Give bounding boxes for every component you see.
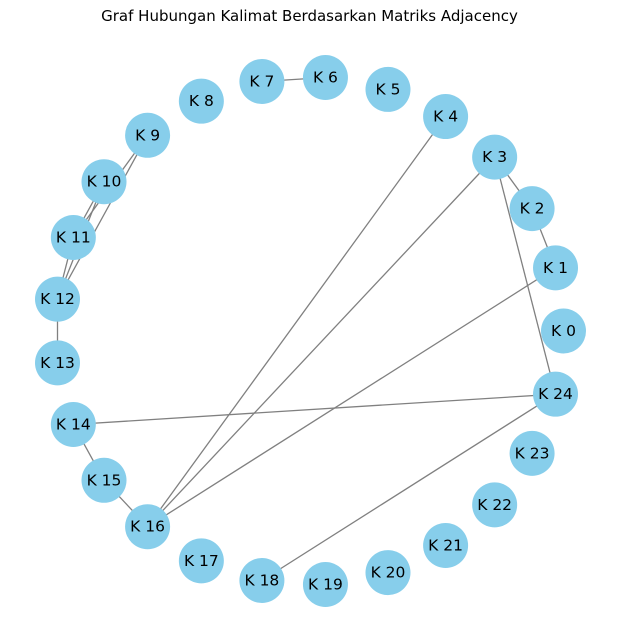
node-circle-10 (81, 159, 127, 205)
node-circle-0 (541, 308, 586, 354)
node-circle-13 (35, 340, 81, 386)
node-label-6: K 6 (313, 69, 338, 87)
node-14: K 14 (50, 402, 96, 448)
node-21: K 21 (423, 522, 469, 568)
node-10: K 10 (81, 159, 127, 205)
node-label-3: K 3 (482, 148, 507, 166)
node-16: K 16 (125, 504, 171, 550)
node-circle-22 (472, 482, 518, 528)
node-circle-11 (50, 214, 96, 260)
node-3: K 3 (472, 134, 518, 180)
node-circle-2 (509, 186, 555, 232)
node-22: K 22 (472, 482, 518, 528)
node-label-7: K 7 (249, 72, 274, 90)
node-label-12: K 12 (40, 290, 75, 308)
node-circle-21 (423, 522, 469, 568)
node-circle-9 (125, 112, 171, 158)
graph-title: Graf Hubungan Kalimat Berdasarkan Matrik… (101, 7, 518, 25)
node-circle-6 (302, 55, 348, 101)
node-circle-23 (509, 430, 555, 476)
node-circle-5 (365, 66, 411, 112)
node-label-14: K 14 (56, 416, 91, 434)
node-label-0: K 0 (551, 322, 576, 340)
edge-18-24 (261, 393, 556, 582)
node-1: K 1 (533, 245, 579, 291)
node-0: K 0 (541, 308, 586, 354)
node-13: K 13 (35, 340, 81, 386)
node-label-21: K 21 (428, 536, 463, 554)
node-circle-3 (472, 134, 518, 180)
node-2: K 2 (509, 186, 555, 232)
node-label-13: K 13 (40, 354, 75, 372)
node-circle-4 (423, 94, 469, 140)
edge-3-24 (494, 156, 557, 395)
node-circle-15 (81, 457, 127, 503)
node-label-11: K 11 (56, 228, 91, 246)
edge-3-16 (147, 156, 496, 528)
node-label-9: K 9 (135, 126, 160, 144)
nodes-layer: K 0 K 1 K 2 K 3 K 4 K 5 K 6 K 7 K 8 K 9 K 10 K 11 K … (35, 55, 586, 607)
edge-9-12 (56, 134, 149, 300)
node-15: K 15 (81, 457, 127, 503)
node-label-24: K 24 (538, 385, 573, 403)
node-circle-1 (533, 245, 579, 291)
node-label-20: K 20 (371, 564, 406, 582)
node-4: K 4 (423, 94, 469, 140)
node-6: K 6 (302, 55, 348, 101)
node-circle-8 (178, 78, 224, 124)
node-circle-16 (125, 504, 171, 550)
node-circle-14 (50, 402, 96, 448)
node-label-18: K 18 (244, 572, 279, 590)
node-circle-24 (533, 371, 579, 417)
node-label-23: K 23 (515, 444, 550, 462)
node-label-10: K 10 (87, 173, 122, 191)
node-circle-12 (35, 276, 81, 322)
node-label-8: K 8 (189, 92, 214, 110)
node-24: K 24 (533, 371, 579, 417)
node-label-16: K 16 (130, 518, 165, 536)
node-label-5: K 5 (376, 80, 401, 98)
node-label-2: K 2 (520, 200, 545, 218)
node-5: K 5 (365, 66, 411, 112)
node-23: K 23 (509, 430, 555, 476)
node-label-15: K 15 (87, 471, 122, 489)
node-label-17: K 17 (184, 552, 219, 570)
edge-4-16 (147, 116, 447, 528)
node-circle-18 (239, 558, 285, 604)
node-12: K 12 (35, 276, 81, 322)
node-17: K 17 (178, 538, 224, 584)
node-11: K 11 (50, 214, 96, 260)
node-label-22: K 22 (477, 496, 512, 514)
node-circle-7 (239, 58, 285, 104)
node-19: K 19 (302, 561, 348, 607)
node-circle-19 (302, 561, 348, 607)
node-label-4: K 4 (433, 108, 458, 126)
node-7: K 7 (239, 58, 285, 104)
node-label-19: K 19 (308, 575, 343, 593)
edge-1-16 (147, 267, 556, 528)
node-9: K 9 (125, 112, 171, 158)
node-label-1: K 1 (543, 259, 568, 277)
edge-14-24 (73, 393, 556, 426)
node-20: K 20 (365, 550, 411, 596)
node-circle-17 (178, 538, 224, 584)
node-18: K 18 (239, 558, 285, 604)
node-8: K 8 (178, 78, 224, 124)
node-circle-20 (365, 550, 411, 596)
